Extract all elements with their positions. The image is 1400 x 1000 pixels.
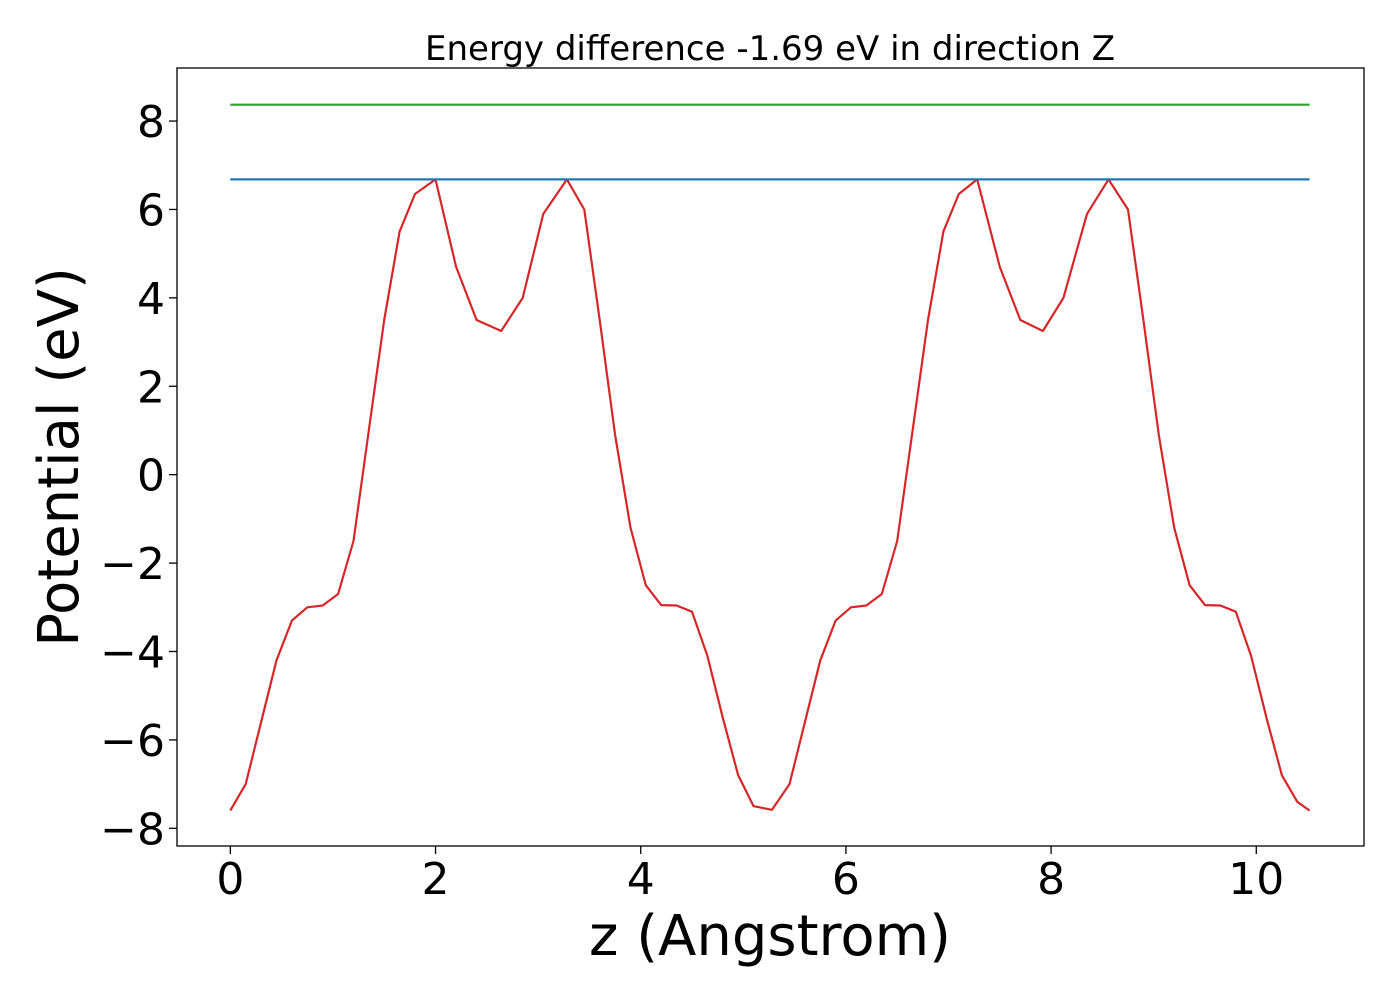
y-tick-label: −8 bbox=[100, 804, 165, 855]
y-axis-label: Potential (eV) bbox=[27, 267, 92, 647]
y-axis: −8 −6 −4 −2 0 2 4 6 8 bbox=[100, 97, 177, 855]
y-tick-label: 0 bbox=[137, 451, 165, 502]
x-tick-label: 4 bbox=[627, 854, 655, 905]
series-line-1 bbox=[229, 178, 1311, 812]
y-tick-label: 6 bbox=[137, 185, 165, 236]
x-tick-label: 6 bbox=[832, 854, 860, 905]
y-tick-label: −2 bbox=[100, 539, 165, 590]
x-axis: 0 2 4 6 8 10 bbox=[216, 846, 1284, 905]
y-tick-label: 2 bbox=[137, 362, 165, 413]
x-axis-label: z (Angstrom) bbox=[589, 904, 951, 969]
y-tick-label: −4 bbox=[100, 628, 165, 679]
x-tick-label: 10 bbox=[1228, 854, 1284, 905]
series-layer bbox=[229, 103, 1311, 812]
x-tick-label: 8 bbox=[1037, 854, 1065, 905]
plot-frame bbox=[176, 67, 1365, 847]
chart-title: Energy difference -1.69 eV in direction … bbox=[425, 29, 1115, 69]
y-tick-label: −6 bbox=[100, 716, 165, 767]
x-tick-label: 0 bbox=[216, 854, 244, 905]
x-tick-label: 2 bbox=[422, 854, 450, 905]
y-tick-label: 4 bbox=[137, 274, 165, 325]
y-tick-label: 8 bbox=[137, 97, 165, 148]
